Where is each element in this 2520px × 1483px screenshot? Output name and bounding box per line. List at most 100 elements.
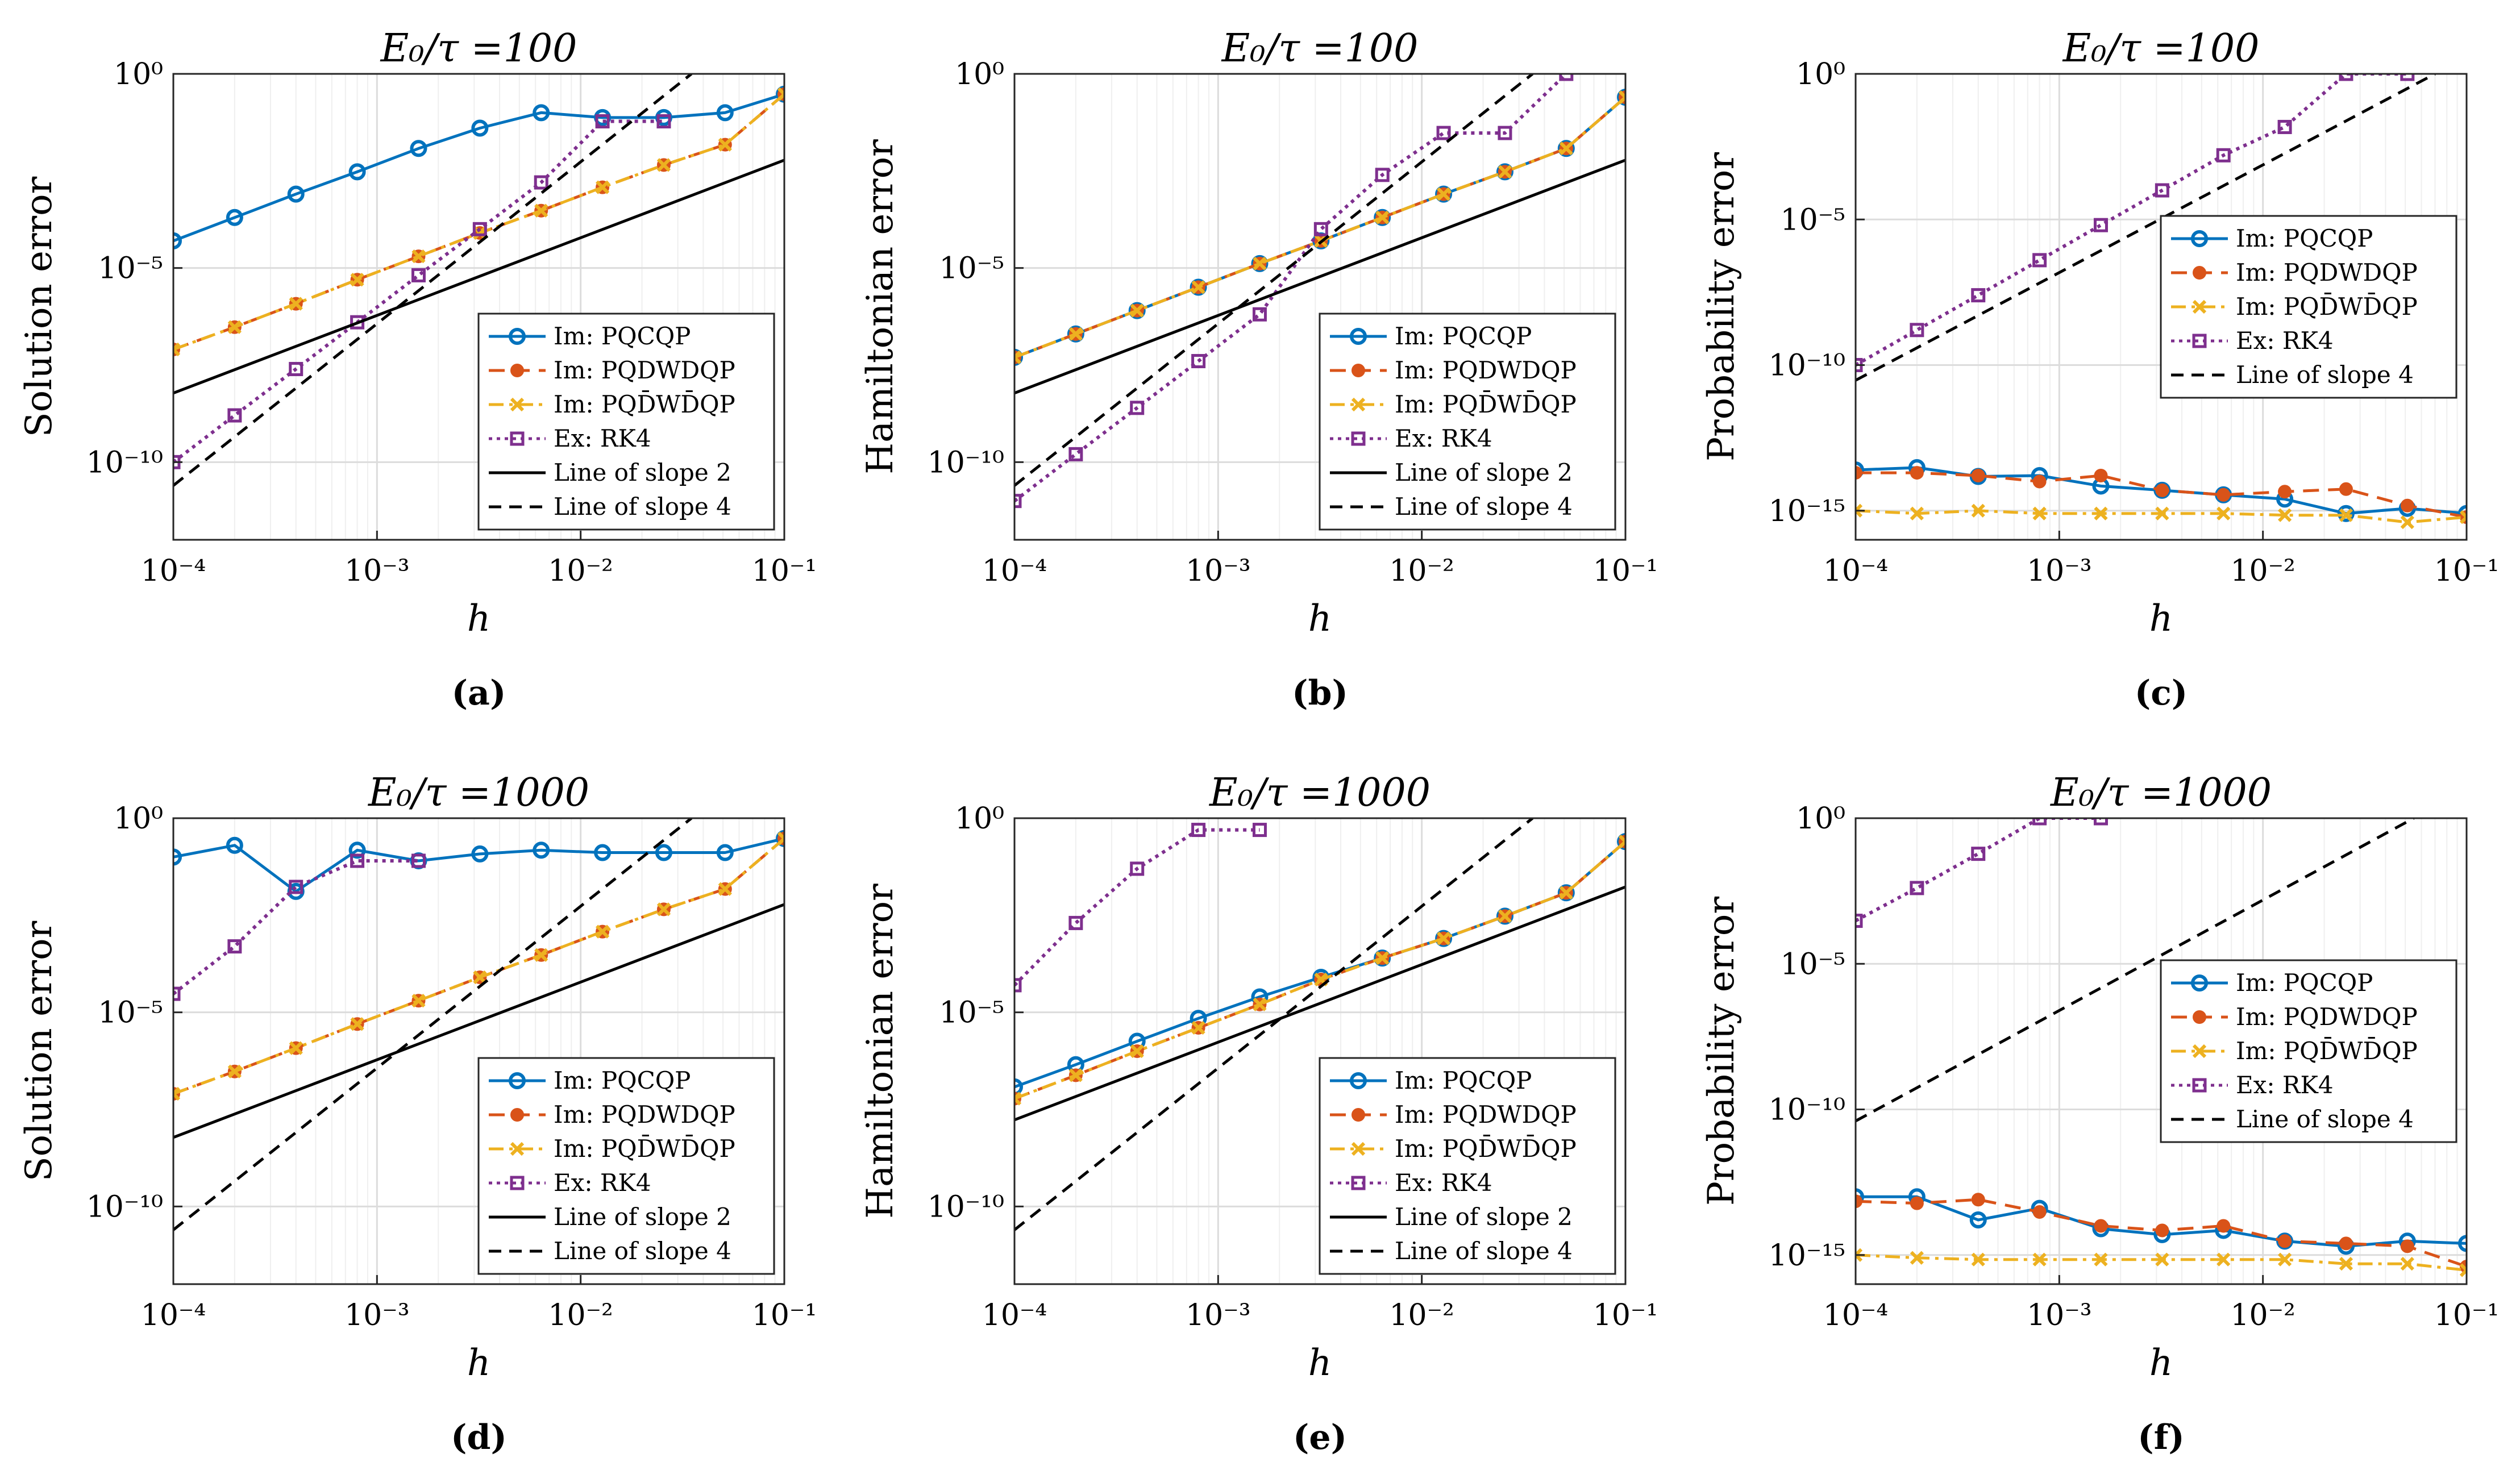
data-point-PQDWDQP <box>1910 1196 1924 1210</box>
data-point-RK4 <box>1252 823 1267 838</box>
legend-entry: Ex: RK4 <box>1395 424 1492 452</box>
legend-marker-PQCQP <box>1350 1072 1367 1089</box>
data-point-PQDWDQP <box>2094 1219 2108 1233</box>
data-point-RK4 <box>1971 847 1986 861</box>
legend-entry: Im: PQCQP <box>2236 224 2373 252</box>
data-point-PQDbWDbQP <box>289 297 303 311</box>
data-point-PQCQP <box>533 104 550 122</box>
data-point-RK4 <box>1014 978 1022 993</box>
data-point-RK4 <box>1498 126 1512 140</box>
axes-box <box>172 817 785 1285</box>
data-point-RK4 <box>534 175 548 190</box>
series-line-PQCQP <box>173 837 784 893</box>
y-axis-label: Hamiltonian error <box>859 139 901 474</box>
data-point-RK4 <box>173 986 181 1001</box>
legend-entry: Im: PQD̄WD̄QP <box>1395 1134 1577 1163</box>
data-point-PQCQP <box>471 845 489 863</box>
data-point-PQDWDQP <box>2339 482 2353 496</box>
legend-entry: Im: PQD̄WD̄QP <box>2236 1036 2418 1065</box>
legend-entry: Im: PQD̄WD̄QP <box>2236 291 2418 320</box>
legend-entry: Line of slope 2 <box>554 459 731 486</box>
data-point-PQDbWDbQP <box>1014 350 1022 365</box>
data-point-PQDbWDbQP <box>718 138 732 152</box>
chart-title: E₀/τ =1000 <box>2049 770 2272 815</box>
data-point-RK4 <box>1856 914 1863 928</box>
data-point-PQDbWDbQP <box>1253 256 1267 271</box>
legend-box <box>477 313 775 531</box>
data-point-RK4 <box>289 361 303 376</box>
x-axis-label: h <box>467 1342 490 1384</box>
x-axis-label: h <box>467 598 490 640</box>
data-point-RK4 <box>1971 288 1986 303</box>
data-point-PQDbWDbQP <box>2155 1252 2169 1267</box>
data-point-RK4 <box>1068 447 1083 461</box>
chart-title: E₀/τ =100 <box>1221 26 1419 71</box>
data-point-PQCQP <box>410 140 427 157</box>
series-line-RK4 <box>173 859 419 995</box>
data-point-RK4 <box>227 939 242 954</box>
series-line-slope4 <box>1014 818 1534 1231</box>
y-tick-label: 10⁻¹⁰ <box>86 1190 163 1224</box>
data-point-PQDbWDbQP <box>1856 1248 1863 1262</box>
data-point-PQCQP <box>1856 1188 1864 1206</box>
legend-entry: Line of slope 2 <box>1395 459 1573 486</box>
data-point-PQDbWDbQP <box>1436 931 1451 945</box>
data-point-PQDbWDbQP <box>473 970 487 985</box>
legend-marker-RK4 <box>1351 1176 1366 1190</box>
series-line-slope2 <box>173 159 784 395</box>
data-point-RK4 <box>2032 253 2047 268</box>
x-tick-label: 10⁻³ <box>344 1298 409 1332</box>
legend-entry: Im: PQCQP <box>1395 322 1532 350</box>
data-point-PQDWDQP <box>2032 1205 2047 1219</box>
data-point-PQCQP <box>2458 505 2467 522</box>
legend-entry: Im: PQDWDQP <box>554 356 735 384</box>
data-point-RK4 <box>1252 307 1267 322</box>
data-point-PQDbWDbQP <box>534 948 548 962</box>
data-point-PQDbWDbQP <box>1971 503 1985 518</box>
y-axis-label: Solution error <box>18 176 60 437</box>
series-line-slope2 <box>1014 885 1625 1122</box>
data-point-PQCQP <box>1969 1211 1987 1229</box>
legend: Im: PQCQP Im: PQDWDQP Im: PQD̄WD̄QP Ex: RK4… <box>1319 1057 1616 1275</box>
legend-entry: Line of slope 4 <box>1395 493 1573 520</box>
data-point-PQCQP <box>2337 505 2355 522</box>
series-line-slope4 <box>1856 818 2415 1123</box>
legend-entry: Im: PQDWDQP <box>1395 356 1577 384</box>
data-point-PQDbWDbQP <box>534 203 548 218</box>
x-tick-label: 10⁻¹ <box>2434 554 2499 588</box>
legend-entry: Line of slope 2 <box>554 1203 731 1231</box>
data-point-PQDbWDbQP <box>1068 327 1083 341</box>
legend-marker-RK4 <box>2192 334 2207 348</box>
panel-caption: (e) <box>1293 1418 1347 1457</box>
data-point-PQDbWDbQP <box>1618 90 1625 105</box>
data-point-PQCQP <box>716 844 734 861</box>
data-point-RK4 <box>1191 823 1206 838</box>
data-point-RK4 <box>411 853 426 868</box>
data-point-RK4 <box>1130 401 1145 415</box>
data-point-PQDbWDbQP <box>2277 1252 2292 1267</box>
data-point-RK4 <box>2400 74 2415 81</box>
x-tick-label: 10⁻⁴ <box>982 1298 1047 1332</box>
data-point-PQDbWDbQP <box>2339 1257 2353 1271</box>
data-point-RK4 <box>1910 323 1924 338</box>
y-tick-label: 10⁰ <box>955 57 1004 91</box>
legend-entry: Line of slope 4 <box>554 493 731 520</box>
data-point-RK4 <box>1910 881 1924 895</box>
data-point-PQDWDQP <box>2400 1239 2414 1253</box>
data-point-PQDbWDbQP <box>2094 506 2108 520</box>
legend-marker-PQDbWDbQP <box>510 397 525 412</box>
data-point-RK4 <box>656 114 671 128</box>
data-point-PQCQP <box>2458 1235 2467 1252</box>
legend-marker-PQDbWDbQP <box>2192 1044 2207 1059</box>
data-point-RK4 <box>1191 354 1206 369</box>
panel-c: 10⁻⁴ 10⁻³ 10⁻² 10⁻¹ 10⁰ 10⁻⁵ 10⁻¹⁰ 10⁻¹⁵ E₀/τ =1… <box>1700 26 2499 713</box>
data-point-PQDbWDbQP <box>350 273 364 287</box>
data-point-PQDbWDbQP <box>289 1041 303 1055</box>
data-point-PQDWDQP <box>2217 488 2231 502</box>
x-tick-label: 10⁻² <box>2230 554 2295 588</box>
data-point-PQDbWDbQP <box>1971 1252 1985 1267</box>
legend-entry: Line of slope 4 <box>2236 361 2414 389</box>
legend-marker-PQCQP <box>2191 974 2208 992</box>
data-point-PQDbWDbQP <box>2400 1257 2414 1271</box>
data-point-PQDbWDbQP <box>595 180 610 194</box>
